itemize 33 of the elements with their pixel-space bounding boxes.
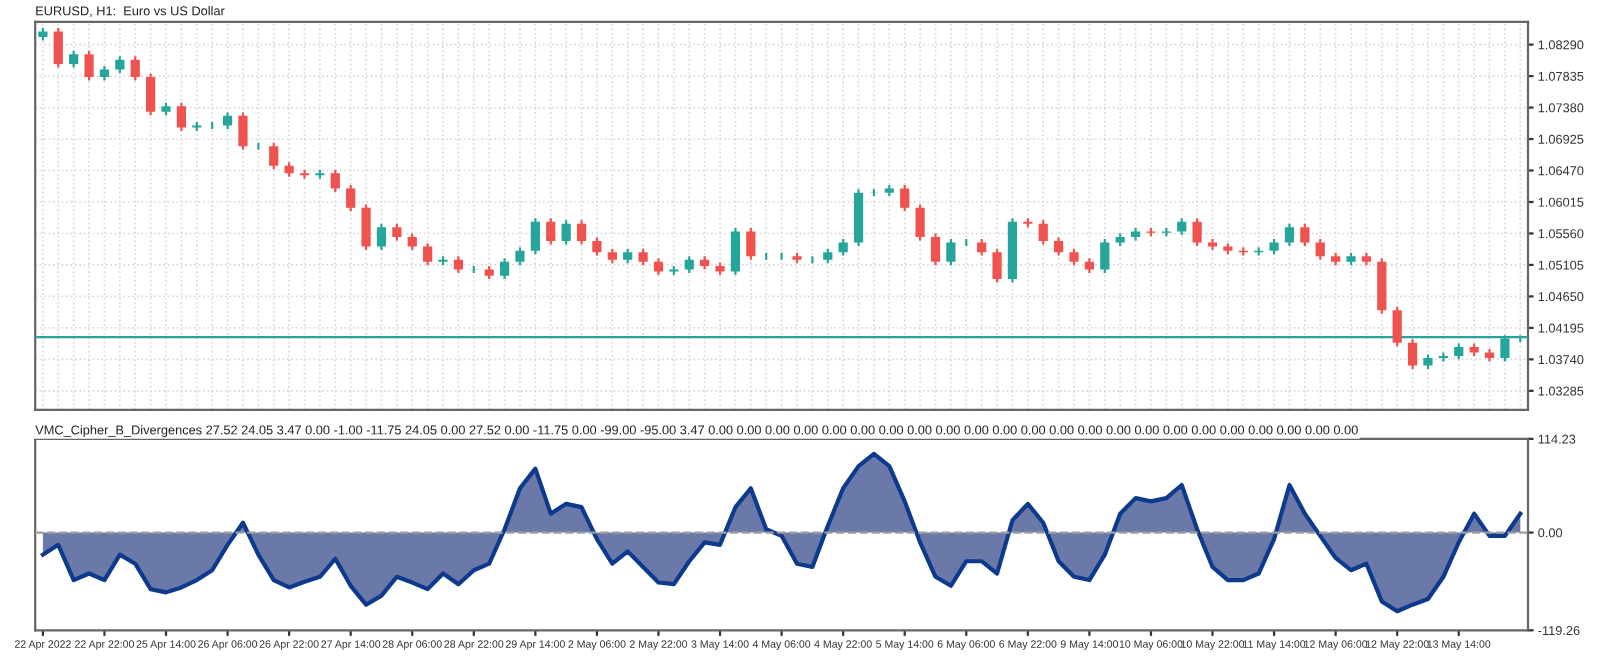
candlestick: [1038, 219, 1048, 246]
candlestick: [946, 237, 956, 267]
candlestick: [238, 111, 248, 151]
candlestick: [1407, 338, 1418, 371]
candlestick: [1100, 237, 1110, 274]
candlestick: [346, 183, 356, 213]
candlestick: [53, 26, 63, 69]
candlestick: [546, 217, 556, 246]
candlestick: [146, 72, 156, 117]
candlestick: [915, 203, 925, 242]
candlestick: [376, 222, 387, 252]
candlestick: [330, 168, 340, 194]
candlestick: [746, 226, 756, 261]
candlestick: [730, 226, 741, 277]
candlestick: [1192, 217, 1202, 248]
candlestick: [530, 217, 540, 256]
candlestick: [269, 141, 279, 171]
candlestick: [84, 49, 94, 82]
candlestick: [1315, 237, 1325, 261]
candlestick: [423, 242, 433, 267]
candlestick: [576, 219, 587, 246]
candlestick: [176, 101, 187, 133]
candlestick: [1284, 222, 1295, 248]
candlestick: [361, 203, 371, 252]
candlestick: [930, 232, 941, 267]
candlestick: [992, 247, 1002, 284]
candlestick: [561, 219, 571, 246]
candlestick: [299, 168, 310, 180]
candlestick: [900, 183, 910, 213]
candlestick: [1392, 305, 1402, 348]
candlestick: [1300, 222, 1310, 248]
candlestick: [130, 55, 140, 82]
candlestick: [499, 257, 510, 281]
